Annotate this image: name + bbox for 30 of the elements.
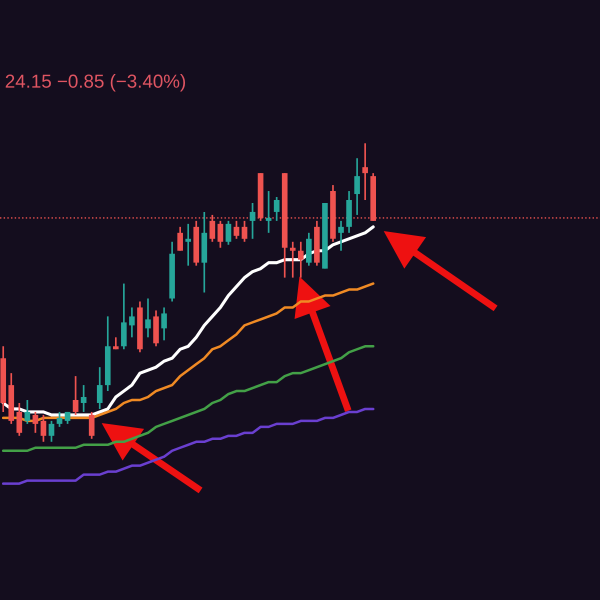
candlestick bbox=[362, 142, 368, 201]
candlestick bbox=[88, 411, 95, 440]
candlestick bbox=[218, 220, 224, 249]
candlestick bbox=[56, 411, 62, 428]
text: 24.15 −0.85 (−3.40%) bbox=[6, 74, 186, 92]
candlestick bbox=[129, 306, 135, 338]
candlestick bbox=[306, 232, 312, 267]
candlestick bbox=[266, 190, 272, 234]
candlestick bbox=[298, 240, 304, 278]
candlestick bbox=[250, 202, 256, 240]
candlestick bbox=[226, 220, 232, 246]
candlestick bbox=[274, 196, 280, 222]
candlestick bbox=[72, 375, 78, 416]
candlestick bbox=[40, 414, 46, 443]
candlestick bbox=[16, 402, 22, 437]
candlestick bbox=[32, 411, 38, 434]
candlestick bbox=[177, 226, 183, 252]
candlestick bbox=[96, 366, 103, 410]
candlestick bbox=[242, 220, 248, 243]
candlestick bbox=[354, 157, 360, 216]
candlestick bbox=[121, 282, 127, 350]
candlestick bbox=[113, 336, 119, 350]
candlestick bbox=[338, 220, 344, 252]
candlestick bbox=[48, 420, 54, 443]
candlestick bbox=[234, 220, 240, 240]
candlestick bbox=[185, 223, 192, 267]
candlestick bbox=[80, 384, 86, 413]
candlestick bbox=[24, 399, 30, 425]
candlestick bbox=[161, 306, 167, 342]
candlestick bbox=[145, 298, 151, 338]
